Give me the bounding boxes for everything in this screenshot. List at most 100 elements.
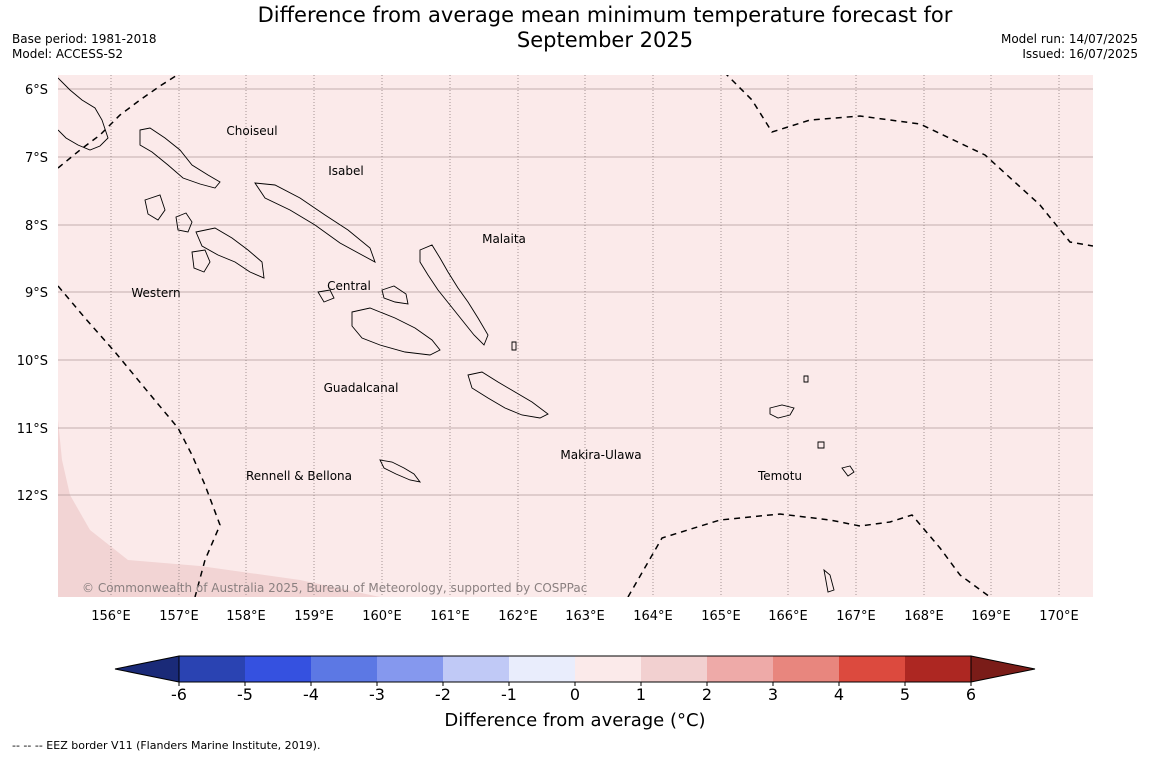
latitude-labels: 6°S 7°S 8°S 9°S 10°S 11°S 12°S <box>17 83 48 504</box>
colorbar-tick-label: -3 <box>369 685 385 704</box>
latitude-label: 6°S <box>25 83 48 98</box>
island-guadalcanal <box>351 307 441 356</box>
longitude-label: 163°E <box>565 609 605 624</box>
island-bougainville <box>58 77 109 151</box>
colorbar-tick-label: -1 <box>501 685 517 704</box>
latitude-label: 9°S <box>25 286 48 301</box>
latitude-label: 12°S <box>17 489 48 504</box>
colorbar-tick-label: 2 <box>702 685 712 704</box>
latitude-label: 8°S <box>25 219 48 234</box>
island-choiseul <box>139 127 221 189</box>
province-label: Malaita <box>482 232 526 246</box>
longitude-label: 157°E <box>159 609 199 624</box>
longitude-label: 166°E <box>768 609 808 624</box>
colorbar-segment <box>839 656 905 682</box>
anomaly-region <box>58 420 380 597</box>
issued-date: Issued: 16/07/2025 <box>1022 47 1138 61</box>
colorbar: -6 -5 -4 -3 -2 -1 0 1 2 3 4 5 6 <box>114 655 1036 704</box>
colorbar-extend-low <box>114 655 180 683</box>
island-rennell <box>379 459 422 483</box>
island-florida <box>381 285 409 305</box>
graticule <box>58 75 1093 597</box>
colorbar-segment <box>311 656 377 682</box>
longitude-label: 161°E <box>430 609 470 624</box>
run-info: Model run: 14/07/2025 Issued: 16/07/2025 <box>1001 32 1138 62</box>
province-label: Western <box>131 286 180 300</box>
colorbar-tick-label: 5 <box>900 685 910 704</box>
colorbar-tick-label: 1 <box>636 685 646 704</box>
colorbar-tick-label: 4 <box>834 685 844 704</box>
province-label: Makira-Ulawa <box>560 448 641 462</box>
island-small-malaita <box>511 341 517 351</box>
province-labels: Choiseul Isabel Malaita Western Central Guada… <box>131 124 802 483</box>
eez-border-west <box>58 285 221 597</box>
eez-borders <box>58 75 1093 597</box>
model-name: Model: ACCESS-S2 <box>12 47 124 61</box>
longitude-label: 159°E <box>294 609 334 624</box>
province-label: Central <box>327 279 371 293</box>
latitude-label: 10°S <box>17 354 48 369</box>
longitude-label: 168°E <box>904 609 944 624</box>
province-label: Guadalcanal <box>324 381 399 395</box>
colorbar-tick-label: 3 <box>768 685 778 704</box>
colorbar-extend-high <box>970 655 1036 683</box>
colorbar-tick-label: -4 <box>303 685 319 704</box>
chart-title: Difference from average mean minimum tem… <box>250 3 960 53</box>
model-run: Model run: 14/07/2025 <box>1000 32 1138 46</box>
island-anuta <box>823 568 835 593</box>
title-line-2: September 2025 <box>516 28 694 52</box>
colorbar-segment <box>641 656 707 682</box>
map-area <box>58 75 1093 597</box>
colorbar-segment <box>773 656 839 682</box>
island-russell <box>317 289 335 303</box>
colorbar-segment <box>905 656 971 682</box>
colorbar-tick-label: 0 <box>570 685 580 704</box>
island-isabel <box>254 182 376 263</box>
colorbar-label: Difference from average (°C) <box>444 710 706 731</box>
island-ndeni <box>769 404 795 419</box>
colorbar-segment <box>443 656 509 682</box>
longitude-label: 164°E <box>633 609 673 624</box>
island-reef <box>803 375 809 383</box>
colorbar-tick-label: 6 <box>966 685 976 704</box>
province-label: Choiseul <box>226 124 277 138</box>
longitude-label: 156°E <box>91 609 131 624</box>
colorbar-segment <box>377 656 443 682</box>
eez-footnote: -- -- -- EEZ border V11 (Flanders Marine… <box>12 739 321 752</box>
island-vanikoro <box>841 465 855 477</box>
longitude-label: 162°E <box>498 609 538 624</box>
island-new-georgia <box>144 194 265 279</box>
base-info: Base period: 1981-2018 Model: ACCESS-S2 <box>12 32 157 62</box>
longitude-labels: 156°E 157°E 158°E 159°E 160°E 161°E 162°E 163°E… <box>91 609 1079 624</box>
latitude-label: 7°S <box>25 151 48 166</box>
eez-border-south <box>627 513 991 597</box>
colorbar-segment <box>707 656 773 682</box>
colorbar-segment <box>509 656 575 682</box>
longitude-label: 167°E <box>836 609 876 624</box>
eez-border-northwest <box>58 75 179 169</box>
colorbar-segment <box>245 656 311 682</box>
longitude-label: 170°E <box>1039 609 1079 624</box>
colorbar-tick-label: -5 <box>237 685 253 704</box>
colorbar-tick-label: -2 <box>435 685 451 704</box>
eez-border-northeast <box>725 75 1093 247</box>
colorbar-segment <box>179 656 245 682</box>
title-line-1: Difference from average mean minimum tem… <box>257 3 953 27</box>
province-label: Isabel <box>328 164 363 178</box>
longitude-label: 169°E <box>971 609 1011 624</box>
province-label: Rennell & Bellona <box>246 469 352 483</box>
colorbar-tick-label: -6 <box>171 685 187 704</box>
longitude-label: 165°E <box>701 609 741 624</box>
colorbar-segment <box>575 656 641 682</box>
longitude-label: 160°E <box>362 609 402 624</box>
coastlines <box>58 77 855 593</box>
island-malaita <box>419 244 489 346</box>
base-period: Base period: 1981-2018 <box>12 32 157 46</box>
longitude-label: 158°E <box>226 609 266 624</box>
copyright-notice: © Commonwealth of Australia 2025, Bureau… <box>82 581 587 595</box>
island-tikopia <box>817 441 825 449</box>
latitude-label: 11°S <box>17 422 48 437</box>
island-makira <box>467 371 549 419</box>
province-label: Temotu <box>757 469 802 483</box>
